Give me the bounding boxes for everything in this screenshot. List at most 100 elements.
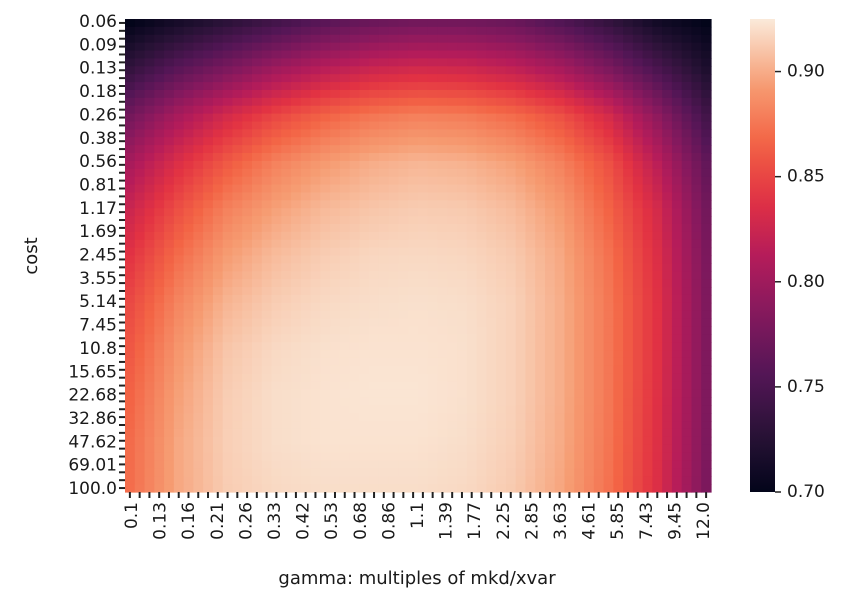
heatmap-cell [574, 26, 585, 36]
heatmap-cell [232, 255, 243, 264]
heatmap-cell [339, 97, 351, 107]
heatmap-cell [632, 26, 644, 36]
heatmap-cell [681, 460, 693, 469]
heatmap-cell [408, 302, 419, 312]
heatmap-cell [525, 389, 536, 398]
heatmap-cell [671, 460, 683, 469]
heatmap-cell [681, 326, 693, 335]
heatmap-cell [242, 184, 253, 194]
heatmap-cell [134, 129, 146, 138]
heatmap-cell [525, 137, 536, 146]
heatmap-cell [281, 350, 292, 359]
heatmap-cell [525, 58, 536, 67]
heatmap-cell [300, 200, 312, 209]
heatmap-cell [310, 405, 321, 414]
heatmap-cell [173, 271, 185, 280]
heatmap-cell [154, 365, 165, 375]
heatmap-cell [505, 145, 517, 154]
heatmap-cell [183, 105, 194, 115]
heatmap-cell [134, 421, 146, 430]
heatmap-cell [281, 484, 292, 493]
heatmap-cell [544, 302, 556, 312]
heatmap-cell [408, 231, 419, 241]
heatmap-cell [623, 318, 634, 328]
heatmap-cell [584, 263, 595, 272]
heatmap-cell [251, 271, 263, 280]
heatmap-cell [496, 113, 507, 123]
heatmap-cell [388, 365, 400, 375]
heatmap-cell [652, 302, 663, 312]
heatmap-cell [251, 421, 263, 430]
heatmap-cell [652, 208, 663, 217]
heatmap-cell [212, 413, 224, 422]
heatmap-cell [593, 389, 605, 398]
heatmap-cell [222, 129, 234, 138]
heatmap-cell [671, 334, 683, 343]
heatmap-cell [623, 389, 634, 398]
heatmap-cell [535, 460, 546, 469]
heatmap-cell [437, 129, 448, 138]
heatmap-cell [320, 405, 331, 414]
heatmap-cell [515, 208, 527, 217]
heatmap-cell [154, 105, 165, 115]
heatmap-cell [603, 413, 614, 422]
heatmap-cell [701, 105, 712, 115]
heatmap-cell [515, 468, 527, 477]
heatmap-cell [427, 318, 439, 328]
heatmap-cell [515, 231, 527, 241]
heatmap-cell [437, 231, 448, 241]
heatmap-cell [515, 397, 527, 406]
heatmap-cell [232, 168, 243, 178]
heatmap-cell [515, 160, 527, 170]
heatmap-cell [408, 397, 419, 406]
heatmap-cell [613, 263, 624, 272]
heatmap-cell [437, 476, 448, 485]
heatmap-cell [330, 318, 341, 328]
heatmap-cell [330, 19, 341, 28]
heatmap-cell [437, 326, 448, 335]
heatmap-cell [222, 350, 234, 359]
heatmap-cell [427, 26, 439, 36]
heatmap-cell [203, 160, 214, 170]
heatmap-cell [330, 208, 341, 217]
heatmap-cell [535, 484, 546, 493]
heatmap-cell [642, 310, 653, 320]
heatmap-cell [437, 255, 448, 264]
heatmap-cell [437, 50, 448, 60]
heatmap-cell [173, 381, 185, 391]
heatmap-cell [359, 373, 370, 383]
heatmap-cell [232, 302, 243, 312]
heatmap-cell [154, 247, 165, 257]
heatmap-cell [134, 208, 146, 217]
heatmap-cell [691, 460, 702, 469]
heatmap-cell [183, 279, 194, 288]
heatmap-cell [222, 318, 234, 328]
heatmap-cell [681, 389, 693, 398]
heatmap-cell [144, 413, 155, 422]
heatmap-cell [593, 216, 605, 225]
heatmap-cell [388, 460, 400, 469]
heatmap-cell [623, 350, 634, 359]
heatmap-cell [193, 350, 204, 359]
heatmap-cell [183, 200, 194, 209]
heatmap-cell [496, 255, 507, 264]
heatmap-cell [486, 302, 497, 312]
heatmap-cell [681, 365, 693, 375]
heatmap-cell [173, 357, 185, 367]
heatmap-cell [427, 263, 439, 272]
heatmap-cell [476, 129, 487, 138]
heatmap-cell [593, 74, 605, 83]
heatmap-cell [603, 105, 614, 115]
heatmap-cell [398, 310, 409, 320]
heatmap-cell [505, 82, 517, 91]
heatmap-cell [378, 97, 390, 107]
heatmap-cell [369, 357, 380, 367]
heatmap-cell [564, 153, 575, 162]
heatmap-cell [281, 397, 292, 406]
heatmap-cell [701, 121, 712, 130]
heatmap-cell [173, 184, 185, 194]
heatmap-cell [525, 113, 536, 123]
heatmap-cell [662, 129, 673, 138]
heatmap-cell [359, 271, 370, 280]
